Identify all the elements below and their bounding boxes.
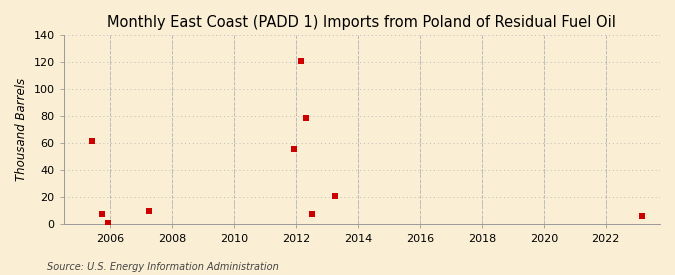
Point (329, 194, 340, 198)
Point (103, 221, 113, 225)
Point (301, 116, 312, 120)
Point (296, 59, 306, 63)
Point (97, 211, 108, 216)
Point (306, 211, 317, 216)
Point (144, 209, 155, 213)
Point (637, 214, 647, 219)
Text: Source: U.S. Energy Information Administration: Source: U.S. Energy Information Administ… (47, 262, 279, 272)
Y-axis label: Thousand Barrels: Thousand Barrels (15, 78, 28, 182)
Point (288, 147, 299, 151)
Title: Monthly East Coast (PADD 1) Imports from Poland of Residual Fuel Oil: Monthly East Coast (PADD 1) Imports from… (107, 15, 616, 30)
Point (87, 139, 98, 143)
